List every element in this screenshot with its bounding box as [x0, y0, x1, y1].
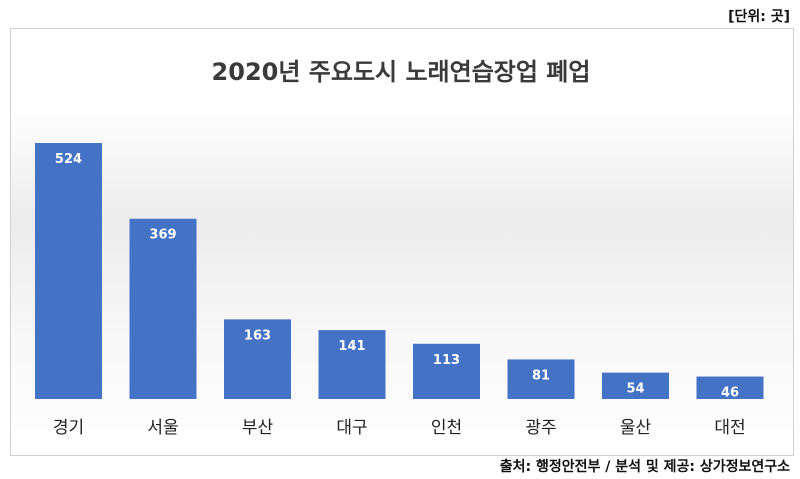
value-label-인천: 113: [433, 353, 460, 368]
category-label-서울: 서울: [147, 418, 178, 438]
category-label-광주: 광주: [525, 418, 556, 438]
category-label-대전: 대전: [714, 418, 745, 438]
bar-광주: [507, 359, 575, 399]
category-label-부산: 부산: [242, 418, 274, 438]
value-label-광주: 81: [532, 368, 550, 383]
value-label-울산: 54: [626, 382, 644, 397]
value-label-경기: 524: [55, 152, 82, 167]
value-label-부산: 163: [244, 328, 271, 343]
bar-서울: [129, 218, 197, 399]
chart-title: 2020년 주요도시 노래연습장업 폐업: [211, 58, 591, 86]
category-label-울산: 울산: [620, 418, 652, 438]
category-label-인천: 인천: [431, 418, 462, 438]
category-label-대구: 대구: [336, 418, 367, 438]
bar-부산: [224, 319, 291, 399]
bar-대구: [318, 330, 386, 399]
unit-label: [단위: 곳]: [728, 9, 790, 25]
bar-인천: [413, 343, 480, 399]
value-label-대구: 141: [338, 339, 365, 354]
value-label-서울: 369: [149, 228, 176, 243]
category-label-경기: 경기: [53, 418, 84, 438]
bar-경기: [35, 143, 102, 399]
bar-울산: [602, 372, 669, 399]
bar-대전: [696, 376, 764, 399]
value-label-대전: 46: [721, 386, 739, 401]
source-label: 출처: 행정안전부 / 분석 및 제공: 상가정보연구소: [499, 459, 790, 475]
